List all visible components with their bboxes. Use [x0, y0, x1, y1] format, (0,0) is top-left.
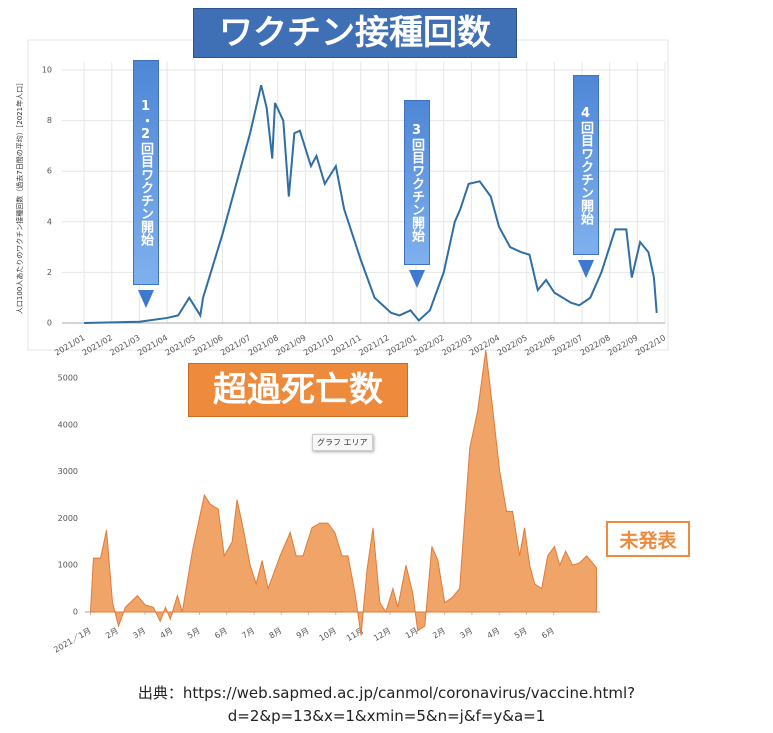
x-tick-label: 7月 [240, 626, 256, 640]
x-tick-label: 3月 [458, 626, 474, 640]
x-tick-label: 2月 [104, 626, 120, 640]
x-tick-label: 2021/02 [81, 333, 114, 357]
x-tick-label: 2021/08 [247, 333, 280, 357]
y-tick-label: 6 [47, 167, 52, 176]
x-tick-label: 2021/06 [191, 333, 224, 357]
source: 出典：https://web.sapmed.ac.jp/canmol/coron… [137, 684, 636, 702]
y-tick-label: 4 [47, 217, 52, 226]
y-tick-label: 0 [73, 608, 78, 617]
x-tick-label: 5月 [186, 626, 202, 640]
callout: 1・2回目ワクチン開始 [133, 60, 159, 285]
area [89, 349, 597, 636]
x-tick-label: 3月 [131, 626, 147, 640]
arrow [409, 270, 425, 288]
x-tick-label: 2021／1月 [52, 626, 92, 655]
x-tick-label: 2022/01 [385, 333, 418, 357]
x-tick-label: 5月 [513, 626, 529, 640]
x-tick-label: 2022/09 [606, 333, 639, 357]
x-tick-label: 2021/10 [302, 333, 335, 357]
x-tick-label: 2022/03 [440, 333, 473, 357]
y-tick-label: 5000 [58, 374, 78, 383]
x-tick-label: 2021/07 [219, 333, 252, 357]
x-tick-label: 2022/02 [413, 333, 446, 357]
x-tick-label: 2022/06 [523, 333, 556, 357]
x-tick-label: 6月 [540, 626, 556, 640]
x-tick-label: 10月 [318, 626, 338, 643]
tooltip: グラフ エリア [312, 434, 373, 451]
x-tick-label: 2022/10 [634, 333, 667, 357]
x-tick-label: 2021/05 [164, 333, 197, 357]
x-tick-label: 6月 [213, 626, 229, 640]
x-tick-label: 2021/04 [136, 333, 169, 357]
chart: 02468102021/012021/022021/032021/042021/… [15, 39, 669, 655]
x-tick-label: 4月 [486, 626, 502, 640]
y-axis-label: 人口100人あたりのワクチン接種回数（過去7日間の平均）［2021年人口］ [15, 79, 24, 314]
x-tick-label: 2022/04 [468, 333, 501, 357]
x-tick-label: 2021/11 [330, 333, 363, 357]
x-tick-label: 2月 [431, 626, 447, 640]
y-tick-label: 1000 [58, 561, 78, 570]
y-tick-label: 4000 [58, 420, 78, 429]
x-tick-label: 2022/08 [579, 333, 612, 357]
line [84, 84, 658, 324]
x-tick-label: 2022/05 [496, 333, 529, 357]
y-tick-label: 10 [42, 66, 52, 75]
y-tick-label: 3000 [58, 467, 78, 476]
y-tick-label: 8 [47, 116, 52, 125]
x-tick-label: 2021/03 [108, 333, 141, 357]
x-tick-label: 2021/12 [357, 333, 390, 357]
callout: 4回目ワクチン開始 [573, 75, 599, 255]
chart-title: 超過死亡数 [188, 363, 408, 417]
y-tick-label: 2000 [58, 514, 78, 523]
x-tick-label: 2021/01 [53, 333, 86, 357]
y-tick-label: 2 [47, 268, 52, 277]
x-tick-label: 9月 [295, 626, 311, 640]
x-tick-label: 4月 [159, 626, 175, 640]
source: d=2&p=13&x=1&xmin=5&n=j&f=y&a=1 [227, 707, 546, 725]
x-tick-label: 8月 [268, 626, 284, 640]
x-tick-label: 12月 [372, 626, 392, 643]
arrow [578, 260, 594, 278]
chart-title: ワクチン接種回数 [193, 8, 517, 58]
x-tick-label: 2022/07 [551, 333, 584, 357]
note: 未発表 [606, 521, 690, 557]
arrow [138, 290, 154, 308]
y-tick-label: 0 [47, 319, 52, 328]
x-tick-label: 2021/09 [274, 333, 307, 357]
callout: 3回目ワクチン開始 [404, 100, 430, 265]
